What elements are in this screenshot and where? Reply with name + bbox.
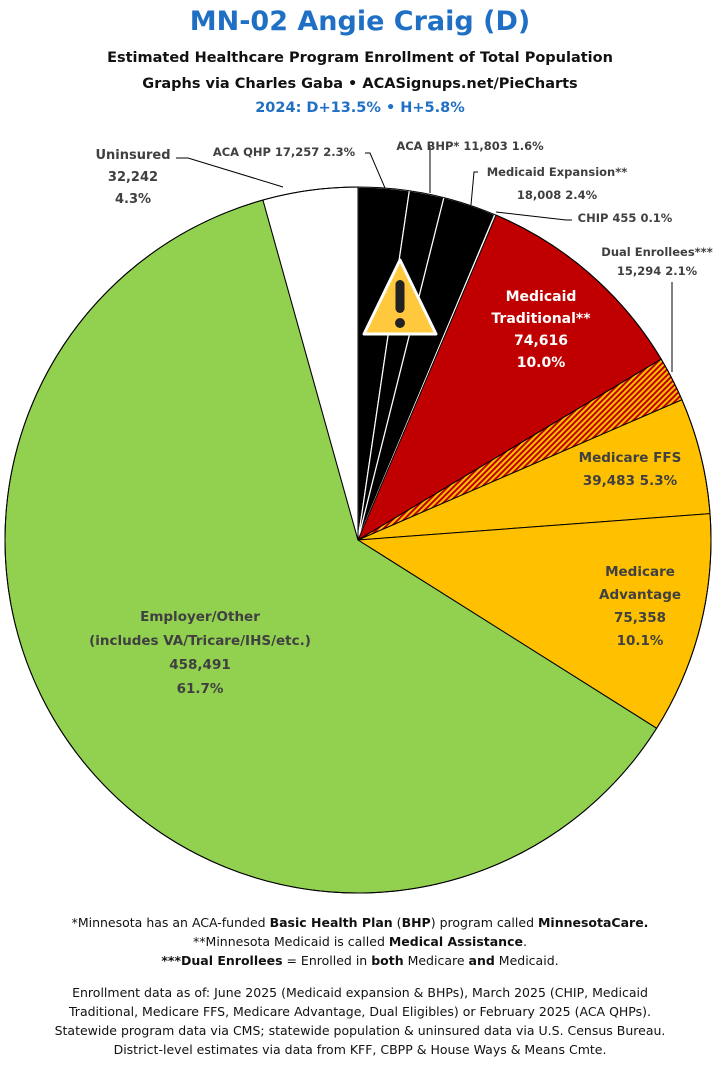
chart-title: MN-02 Angie Craig (D): [189, 6, 531, 37]
label-trad-name2: Traditional**: [491, 311, 591, 327]
label-dual-value: 15,294 2.1%: [616, 264, 698, 278]
label-medicare-advantage: Medicare Advantage 75,358 10.1%: [599, 561, 681, 653]
label-emp-value: 458,491: [169, 657, 231, 673]
leader-expansion: [470, 171, 478, 206]
label-dual-name: Dual Enrollees***: [601, 245, 713, 259]
pie-outline: [4, 186, 712, 894]
label-dual-enrollees: Dual Enrollees*** 15,294 2.1%: [601, 243, 712, 281]
label-ffs-value: 39,483 5.3%: [582, 473, 678, 489]
leader-lines: [176, 147, 673, 372]
label-trad-value: 74,616: [513, 333, 569, 349]
partisan-lean: 2024: D+13.5% • H+5.8%: [255, 100, 465, 116]
label-uninsured: Uninsured 32,242 4.3%: [95, 145, 170, 211]
warning-icon: [362, 258, 438, 336]
source-line-1: Enrollment data as of: June 2025 (Medica…: [72, 985, 648, 1000]
footnote-medicaid: **Minnesota Medicaid is called Medical A…: [193, 934, 527, 949]
chart-credit: Graphs via Charles Gaba • ACASignups.net…: [142, 76, 578, 92]
label-uninsured-value: 32,242: [107, 170, 159, 185]
leader-uninsured: [176, 157, 284, 188]
footnote-dual: ***Dual Enrollees = Enrolled in both Med…: [161, 953, 559, 968]
label-emp-note: (includes VA/Tricare/IHS/etc.): [89, 633, 311, 649]
label-expansion-name: Medicaid Expansion**: [486, 165, 628, 179]
label-trad-name1: Medicaid: [505, 289, 577, 305]
leader-qhp: [365, 152, 386, 189]
label-trad-percent: 10.0%: [516, 355, 566, 371]
label-emp-percent: 61.7%: [176, 681, 224, 697]
label-uninsured-name: Uninsured: [95, 148, 171, 163]
leader-chip: [495, 211, 572, 221]
label-chip: CHIP 455 0.1%: [577, 211, 673, 225]
label-medicaid-traditional: Medicaid Traditional** 74,616 10.0%: [491, 286, 590, 374]
label-medicaid-expansion: Medicaid Expansion** 18,008 2.4%: [487, 161, 628, 207]
label-adv-value: 75,358: [613, 610, 667, 626]
source-line-4: District-level estimates via data from K…: [113, 1042, 607, 1057]
label-medicare-ffs: Medicare FFS 39,483 5.3%: [579, 447, 682, 493]
label-uninsured-percent: 4.3%: [114, 192, 152, 207]
label-employer-other: Employer/Other (includes VA/Tricare/IHS/…: [89, 605, 311, 701]
label-aca-bhp: ACA BHP* 11,803 1.6%: [396, 139, 544, 153]
label-expansion-value: 18,008 2.4%: [516, 188, 598, 202]
label-adv-name1: Medicare: [605, 564, 675, 580]
label-aca-qhp: ACA QHP 17,257 2.3%: [212, 145, 356, 159]
label-adv-name2: Advantage: [598, 587, 682, 603]
chart-subtitle: Estimated Healthcare Program Enrollment …: [107, 50, 613, 66]
label-adv-percent: 10.1%: [616, 633, 664, 649]
label-ffs-name: Medicare FFS: [578, 450, 682, 466]
footnote-bhp: *Minnesota has an ACA-funded Basic Healt…: [71, 915, 649, 930]
source-line-3: Statewide program data via CMS; statewid…: [54, 1023, 666, 1038]
source-line-2: Traditional, Medicare FFS, Medicare Adva…: [69, 1004, 651, 1019]
label-emp-name: Employer/Other: [140, 609, 260, 625]
